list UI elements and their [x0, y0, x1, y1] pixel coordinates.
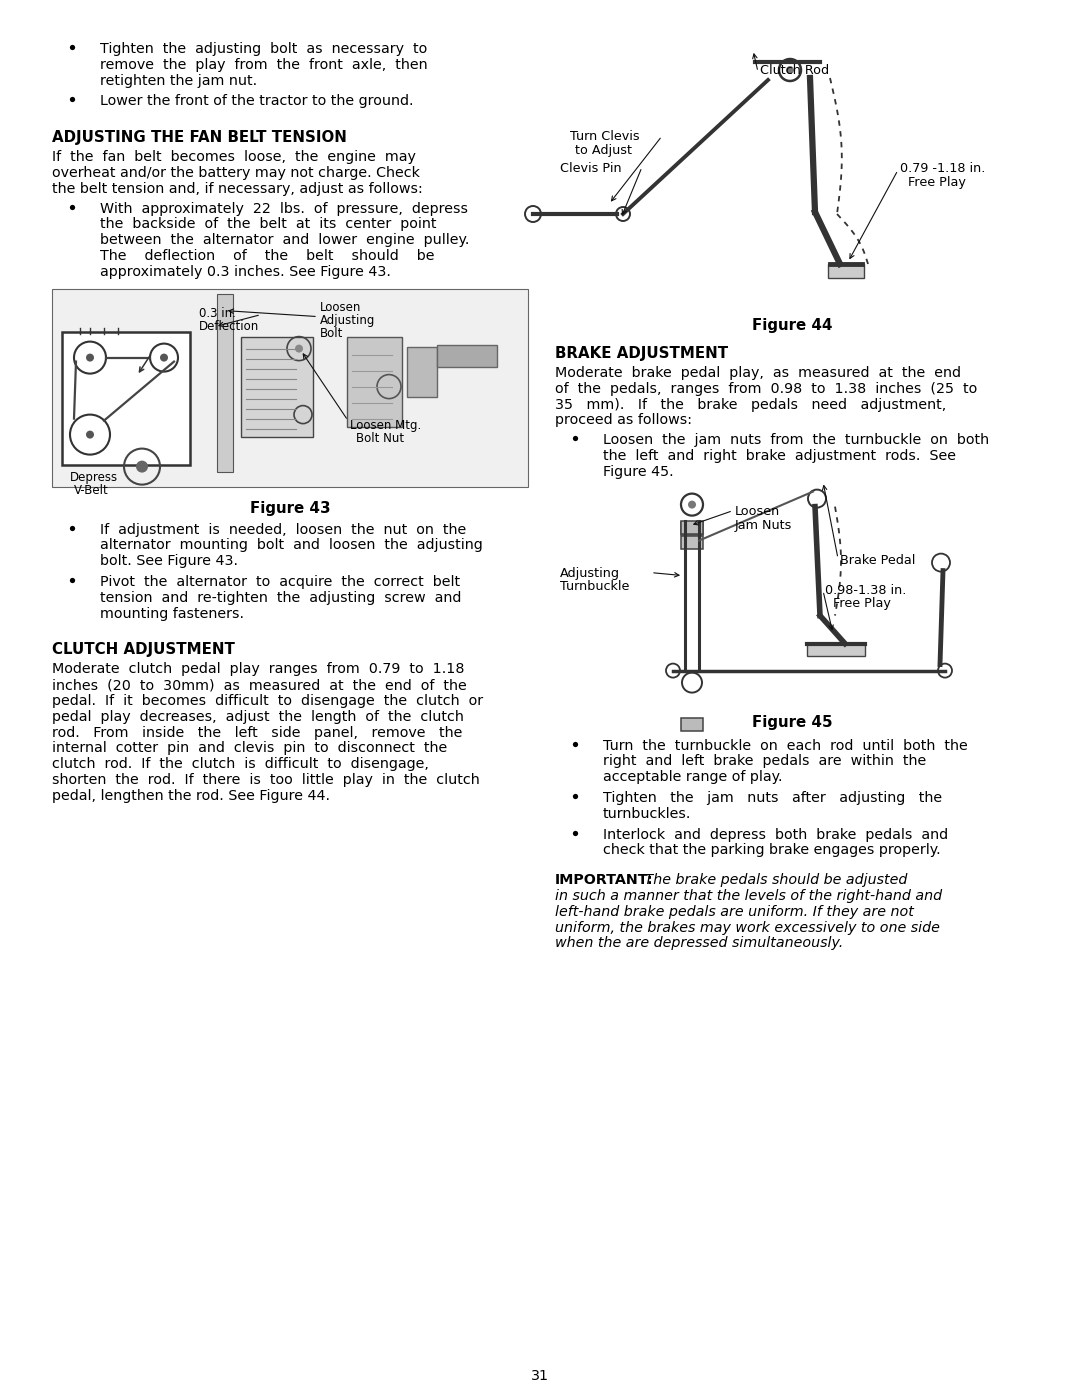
- Text: Turnbuckle: Turnbuckle: [561, 580, 630, 592]
- Text: clutch  rod.  If  the  clutch  is  difficult  to  disengage,: clutch rod. If the clutch is difficult t…: [52, 757, 429, 771]
- Text: Tighten  the  adjusting  bolt  as  necessary  to: Tighten the adjusting bolt as necessary …: [100, 42, 428, 56]
- Text: If  the  fan  belt  becomes  loose,  the  engine  may: If the fan belt becomes loose, the engin…: [52, 151, 416, 165]
- Text: The brake pedals should be adjusted: The brake pedals should be adjusted: [640, 873, 907, 887]
- Text: Free Play: Free Play: [908, 176, 966, 189]
- Text: Loosen Mtg.: Loosen Mtg.: [350, 419, 421, 432]
- Circle shape: [295, 345, 303, 352]
- Text: acceptable range of play.: acceptable range of play.: [603, 770, 783, 784]
- Text: the  backside  of  the  belt  at  its  center  point: the backside of the belt at its center p…: [100, 218, 436, 232]
- Text: Clevis Pin: Clevis Pin: [561, 162, 622, 175]
- Text: Figure 43: Figure 43: [249, 500, 330, 515]
- Text: 35   mm).   If   the   brake   pedals   need   adjustment,: 35 mm). If the brake pedals need adjustm…: [555, 398, 946, 412]
- Text: check that the parking brake engages properly.: check that the parking brake engages pro…: [603, 844, 941, 858]
- Text: IMPORTANT:: IMPORTANT:: [555, 873, 653, 887]
- Text: V-Belt: V-Belt: [75, 483, 109, 496]
- Text: bolt. See Figure 43.: bolt. See Figure 43.: [100, 555, 238, 569]
- Circle shape: [86, 430, 94, 439]
- Text: Turn Clevis: Turn Clevis: [570, 130, 639, 142]
- Text: CLUTCH ADJUSTMENT: CLUTCH ADJUSTMENT: [52, 643, 234, 658]
- Text: Figure 44: Figure 44: [753, 319, 833, 332]
- Bar: [407, 346, 437, 397]
- Text: Adjusting: Adjusting: [561, 567, 620, 580]
- Circle shape: [786, 66, 794, 74]
- Text: Moderate  brake  pedal  play,  as  measured  at  the  end: Moderate brake pedal play, as measured a…: [555, 366, 961, 380]
- Text: Interlock  and  depress  both  brake  pedals  and: Interlock and depress both brake pedals …: [603, 827, 948, 841]
- Text: between  the  alternator  and  lower  engine  pulley.: between the alternator and lower engine …: [100, 233, 470, 247]
- Text: With  approximately  22  lbs.  of  pressure,  depress: With approximately 22 lbs. of pressure, …: [100, 201, 468, 215]
- Text: 31: 31: [531, 1369, 549, 1383]
- Text: Figure 45.: Figure 45.: [603, 465, 674, 479]
- Text: remove  the  play  from  the  front  axle,  then: remove the play from the front axle, the…: [100, 57, 428, 71]
- Text: Loosen: Loosen: [320, 300, 362, 313]
- Bar: [681, 521, 703, 535]
- Circle shape: [86, 353, 94, 362]
- Bar: [62, 331, 190, 465]
- Text: Deflection: Deflection: [199, 320, 259, 332]
- Text: internal  cotter  pin  and  clevis  pin  to  disconnect  the: internal cotter pin and clevis pin to di…: [52, 742, 447, 756]
- Text: Loosen: Loosen: [735, 504, 780, 518]
- Text: Adjusting: Adjusting: [320, 313, 376, 327]
- Text: overheat and/or the battery may not charge. Check: overheat and/or the battery may not char…: [52, 166, 420, 180]
- Text: Bolt: Bolt: [320, 327, 343, 339]
- Text: Jam Nuts: Jam Nuts: [735, 518, 793, 532]
- Text: Figure 45: Figure 45: [753, 715, 833, 729]
- Text: approximately 0.3 inches. See Figure 43.: approximately 0.3 inches. See Figure 43.: [100, 265, 391, 279]
- Text: Pivot  the  alternator  to  acquire  the  correct  belt: Pivot the alternator to acquire the corr…: [100, 576, 460, 590]
- Bar: [681, 521, 703, 534]
- Text: turnbuckles.: turnbuckles.: [603, 807, 691, 821]
- Text: in such a manner that the levels of the right-hand and: in such a manner that the levels of the …: [555, 888, 942, 902]
- Text: Loosen  the  jam  nuts  from  the  turnbuckle  on  both: Loosen the jam nuts from the turnbuckle …: [603, 433, 989, 447]
- Text: The    deflection    of    the    belt    should    be: The deflection of the belt should be: [100, 249, 434, 263]
- Text: BRAKE ADJUSTMENT: BRAKE ADJUSTMENT: [555, 346, 728, 360]
- Text: Bolt Nut: Bolt Nut: [356, 432, 404, 444]
- Circle shape: [688, 500, 696, 509]
- Text: ADJUSTING THE FAN BELT TENSION: ADJUSTING THE FAN BELT TENSION: [52, 130, 347, 145]
- Text: alternator  mounting  bolt  and  loosen  the  adjusting: alternator mounting bolt and loosen the …: [100, 538, 483, 552]
- Text: Lower the front of the tractor to the ground.: Lower the front of the tractor to the gr…: [100, 95, 414, 109]
- Text: Turn  the  turnbuckle  on  each  rod  until  both  the: Turn the turnbuckle on each rod until bo…: [603, 739, 968, 753]
- Text: Depress: Depress: [70, 471, 118, 483]
- Text: pedal.  If  it  becomes  difficult  to  disengage  the  clutch  or: pedal. If it becomes difficult to diseng…: [52, 694, 483, 708]
- Bar: [241, 337, 313, 437]
- Bar: [217, 293, 233, 472]
- Bar: [681, 718, 703, 731]
- Text: when the are depressed simultaneously.: when the are depressed simultaneously.: [555, 936, 843, 950]
- Text: Clutch Rod: Clutch Rod: [760, 64, 829, 77]
- Bar: [828, 264, 864, 278]
- Text: right  and  left  brake  pedals  are  within  the: right and left brake pedals are within t…: [603, 754, 927, 768]
- Text: 0.79 -1.18 in.: 0.79 -1.18 in.: [900, 162, 985, 175]
- Text: uniform, the brakes may work excessively to one side: uniform, the brakes may work excessively…: [555, 921, 940, 935]
- Bar: [347, 337, 402, 426]
- Text: retighten the jam nut.: retighten the jam nut.: [100, 74, 257, 88]
- Text: Free Play: Free Play: [833, 597, 891, 609]
- Text: to Adjust: to Adjust: [575, 144, 632, 156]
- Text: left-hand brake pedals are uniform. If they are not: left-hand brake pedals are uniform. If t…: [555, 905, 914, 919]
- Circle shape: [160, 353, 168, 362]
- Text: Brake Pedal: Brake Pedal: [840, 553, 916, 567]
- Text: pedal, lengthen the rod. See Figure 44.: pedal, lengthen the rod. See Figure 44.: [52, 789, 330, 803]
- Text: the belt tension and, if necessary, adjust as follows:: the belt tension and, if necessary, adju…: [52, 182, 422, 196]
- Text: tension  and  re-tighten  the  adjusting  screw  and: tension and re-tighten the adjusting scr…: [100, 591, 461, 605]
- Bar: [681, 535, 703, 549]
- Text: Tighten   the   jam   nuts   after   adjusting   the: Tighten the jam nuts after adjusting the: [603, 791, 942, 805]
- Text: proceed as follows:: proceed as follows:: [555, 414, 692, 427]
- Text: 0.98-1.38 in.: 0.98-1.38 in.: [825, 584, 906, 597]
- Text: Moderate  clutch  pedal  play  ranges  from  0.79  to  1.18: Moderate clutch pedal play ranges from 0…: [52, 662, 464, 676]
- Text: of  the  pedals,  ranges  from  0.98  to  1.38  inches  (25  to: of the pedals, ranges from 0.98 to 1.38 …: [555, 381, 977, 395]
- Bar: [807, 644, 865, 655]
- Circle shape: [136, 461, 148, 472]
- Text: mounting fasteners.: mounting fasteners.: [100, 606, 244, 620]
- Text: pedal  play  decreases,  adjust  the  length  of  the  clutch: pedal play decreases, adjust the length …: [52, 710, 464, 724]
- Text: 0.3 in.: 0.3 in.: [199, 306, 235, 320]
- Bar: [437, 345, 497, 366]
- Text: the  left  and  right  brake  adjustment  rods.  See: the left and right brake adjustment rods…: [603, 448, 956, 462]
- Text: shorten  the  rod.  If  there  is  too  little  play  in  the  clutch: shorten the rod. If there is too little …: [52, 773, 480, 787]
- Text: If  adjustment  is  needed,  loosen  the  nut  on  the: If adjustment is needed, loosen the nut …: [100, 522, 467, 536]
- Text: inches  (20  to  30mm)  as  measured  at  the  end  of  the: inches (20 to 30mm) as measured at the e…: [52, 678, 467, 692]
- Bar: [52, 289, 528, 486]
- Text: rod.   From   inside   the   left   side   panel,   remove   the: rod. From inside the left side panel, re…: [52, 725, 462, 739]
